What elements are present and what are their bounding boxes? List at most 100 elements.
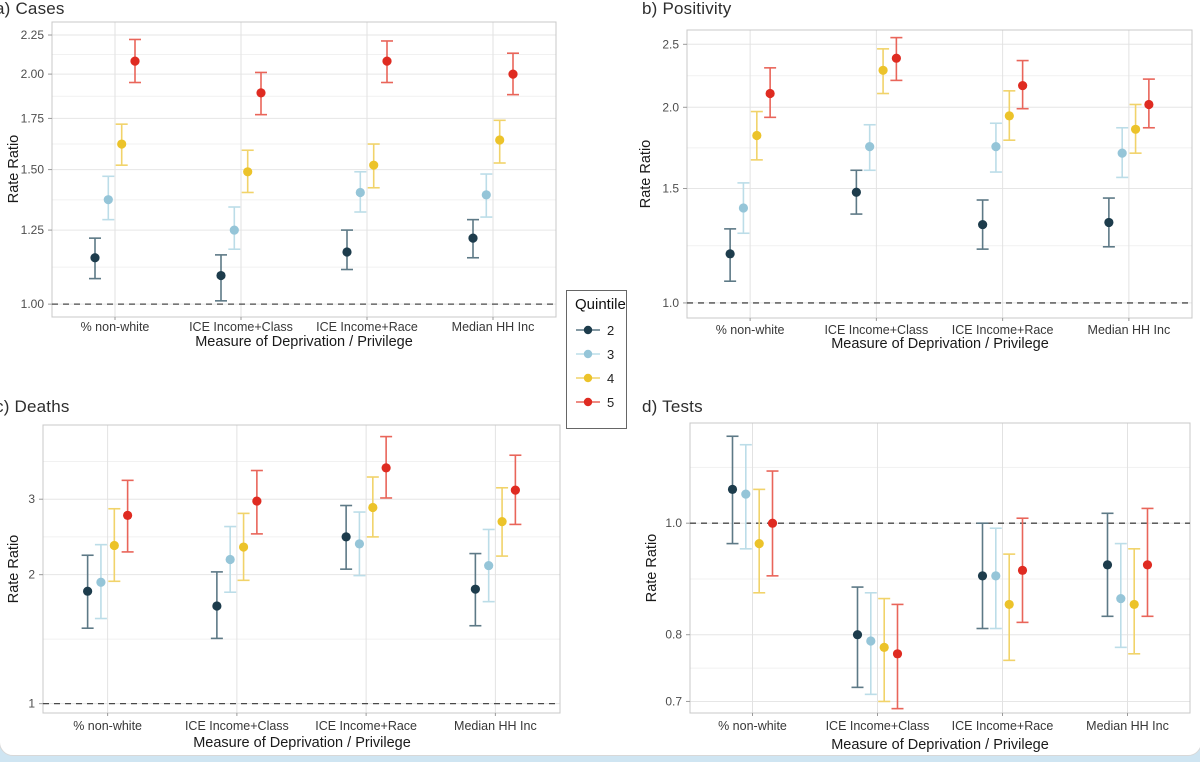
x-category-label: % non-white: [73, 719, 142, 733]
panel-d-x-axis-label: Measure of Deprivation / Privilege: [831, 737, 1049, 753]
data-point-q4: [109, 540, 119, 551]
y-tick-label: 0.7: [665, 694, 682, 708]
x-category-label: Median HH Inc: [1088, 323, 1171, 337]
data-point-q3: [991, 141, 1001, 152]
legend-item-quintile-2: 2: [575, 318, 626, 342]
data-point-q5: [1142, 560, 1153, 570]
legend-key-dot: [583, 325, 593, 335]
legend-key-dot: [583, 373, 593, 383]
y-tick-label: 2.5: [662, 37, 679, 51]
data-point-q5: [1018, 80, 1028, 91]
legend-key-icon: [576, 349, 600, 359]
y-tick-label: 2.0: [662, 100, 679, 114]
data-point-q2: [341, 532, 351, 542]
data-point-q2: [978, 219, 988, 230]
x-category-label: ICE Income+Class: [189, 320, 293, 334]
data-point-q4: [497, 516, 507, 527]
y-tick-label: 1.5: [662, 181, 679, 195]
data-point-q4: [243, 167, 253, 177]
data-point-q4: [754, 538, 764, 549]
data-point-q2: [212, 601, 222, 611]
data-point-q3: [1117, 148, 1127, 158]
panel-border: [686, 29, 1193, 319]
y-tick-label: 2.25: [21, 28, 45, 42]
data-point-q3: [1116, 593, 1126, 604]
data-point-q5: [892, 649, 903, 659]
data-point-q3: [96, 577, 106, 587]
panel-a-title: a) Cases: [0, 0, 65, 18]
data-point-q5: [765, 88, 775, 99]
tests-plot: 0.7 0.8 1.0 % non-white ICE Income+Class ICE …: [665, 422, 1191, 733]
data-point-q2: [216, 270, 226, 281]
x-category-label: % non-white: [716, 323, 785, 337]
data-point-q3: [741, 489, 751, 499]
data-point-q5: [381, 463, 391, 473]
data-point-q5: [252, 496, 262, 506]
data-point-q5: [508, 69, 518, 79]
x-category-label: ICE Income+Race: [952, 719, 1054, 733]
panel-c-x-axis-label: Measure of Deprivation / Privilege: [193, 735, 411, 751]
legend-item-quintile-3: 3: [575, 342, 626, 366]
legend-item-label: 4: [607, 370, 615, 386]
data-point-q5: [1017, 565, 1028, 575]
panel-d-title: d) Tests: [642, 397, 703, 416]
data-point-q4: [752, 130, 762, 141]
x-category-label: ICE Income+Class: [824, 323, 928, 337]
data-point-q2: [90, 253, 100, 263]
legend-item-label: 3: [607, 346, 615, 362]
data-point-q5: [130, 56, 140, 66]
y-tick-label: 1.0: [662, 296, 679, 310]
data-point-q3: [229, 225, 239, 235]
data-point-q2: [851, 187, 861, 197]
panel-a-x-axis-label: Measure of Deprivation / Privilege: [195, 334, 413, 350]
data-point-q4: [1004, 111, 1014, 121]
positivity-plot: 1.0 1.5 2.0 2.5 % non-white ICE Income+Class I…: [662, 29, 1193, 337]
data-point-q5: [510, 485, 520, 495]
legend-item-label: 5: [607, 394, 615, 410]
quintile-legend: Quintile 2 3 4 5: [566, 290, 627, 429]
panel-border: [42, 424, 561, 714]
x-category-label: ICE Income+Race: [316, 320, 418, 334]
data-point-q3: [991, 571, 1001, 581]
panel-b-x-axis-label: Measure of Deprivation / Privilege: [831, 336, 1049, 352]
data-point-q4: [368, 502, 378, 513]
data-point-q4: [117, 139, 127, 149]
legend-items: 2 3 4 5: [575, 318, 626, 414]
data-point-q4: [1130, 124, 1141, 134]
data-point-q3: [354, 539, 365, 549]
y-tick-label: 2: [28, 568, 35, 582]
data-point-q2: [342, 247, 352, 257]
data-point-q3: [866, 636, 876, 646]
x-category-label: ICE Income+Race: [952, 323, 1054, 337]
data-point-q3: [355, 187, 365, 198]
y-tick-label: 2.00: [21, 67, 45, 81]
data-point-q2: [725, 249, 735, 259]
legend-key-icon: [576, 397, 600, 407]
data-point-q2: [977, 571, 988, 581]
data-point-q2: [83, 586, 93, 596]
data-point-q5: [256, 88, 266, 98]
legend-item-label: 2: [607, 322, 615, 338]
legend-item-quintile-4: 4: [575, 366, 626, 390]
y-tick-label: 1: [28, 697, 35, 711]
y-tick-label: 1.50: [21, 163, 45, 177]
data-point-q5: [891, 53, 901, 63]
x-category-label: ICE Income+Class: [185, 719, 289, 733]
data-point-q3: [484, 560, 494, 571]
data-point-q2: [468, 233, 478, 243]
legend-item-quintile-5: 5: [575, 390, 626, 414]
legend-title: Quintile: [575, 296, 626, 313]
data-point-q4: [369, 160, 379, 170]
panel-c-title: c) Deaths: [0, 397, 70, 416]
panel-border: [689, 422, 1191, 714]
data-point-q4: [1004, 599, 1014, 610]
data-point-q4: [878, 65, 888, 75]
y-tick-label: 3: [28, 492, 35, 506]
y-tick-label: 1.75: [21, 111, 45, 125]
x-category-label: % non-white: [81, 320, 150, 334]
data-point-q3: [865, 141, 875, 152]
x-category-label: Median HH Inc: [452, 320, 535, 334]
data-point-q2: [1102, 560, 1113, 570]
cases-plot: 1.00 1.25 1.50 1.75 2.00 2.25 % non-white ICE I…: [21, 21, 557, 334]
data-point-q4: [238, 542, 249, 552]
